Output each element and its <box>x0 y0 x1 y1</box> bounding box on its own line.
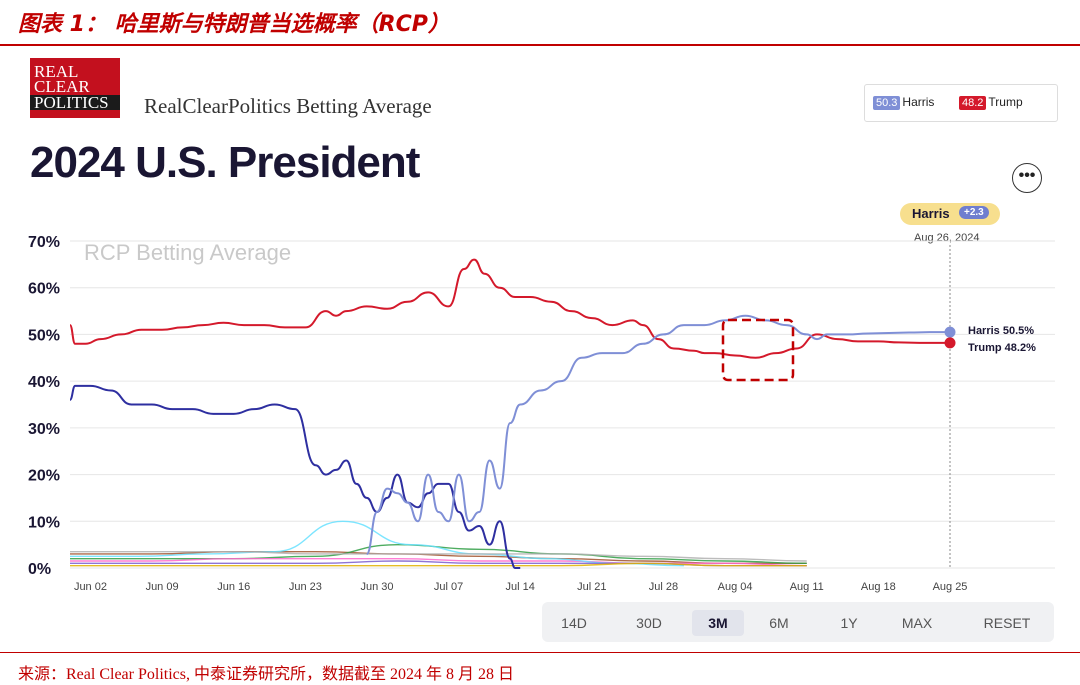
trump-end-label: Trump 48.2% <box>968 342 1036 354</box>
legend-trump[interactable]: 48.2 Trump <box>959 95 1023 110</box>
legend-trump-value: 48.2 <box>959 96 987 110</box>
legend-trump-label: Trump <box>988 95 1023 109</box>
range-button-1y[interactable]: 1Y <box>840 615 858 631</box>
x-tick-label: Jul 14 <box>506 581 535 593</box>
tooltip-diff: +2.3 <box>959 206 989 219</box>
minor-series-line <box>70 550 807 562</box>
grid-lines <box>70 240 1055 569</box>
trump-end-dot <box>944 337 956 349</box>
x-tick-label: Aug 25 <box>933 581 968 593</box>
range-button-6m[interactable]: 6M <box>769 615 789 631</box>
x-tick-label: Jun 02 <box>74 581 107 593</box>
x-tick-label: Aug 04 <box>718 581 753 593</box>
harris-end-label: Harris 50.5% <box>968 325 1034 337</box>
x-axis-ticks: Jun 02 Jun 09 Jun 16 Jun 23 Jun 30 Jul 07 Jul … <box>74 581 967 593</box>
y-tick-label: 10% <box>28 514 60 531</box>
legend-harris[interactable]: 50.3 Harris <box>873 95 934 110</box>
x-tick-label: Jun 09 <box>146 581 179 593</box>
end-markers: Harris 50.5% Trump 48.2% <box>944 325 1036 354</box>
range-button-reset[interactable]: RESET <box>983 615 1031 631</box>
range-button-14d[interactable]: 14D <box>561 615 587 631</box>
y-tick-label: 60% <box>28 281 60 298</box>
legend: 50.3 Harris 48.2 Trump <box>864 84 1058 122</box>
figure-title-bar: 图表 1： 哈里斯与特朗普当选概率（RCP） <box>0 0 1080 46</box>
y-tick-label: 40% <box>28 374 60 391</box>
range-button-30d[interactable]: 30D <box>636 615 662 631</box>
minor-series-line <box>69 562 807 567</box>
chart-watermark: RCP Betting Average <box>84 240 291 265</box>
footnote-divider <box>0 652 1080 653</box>
footnote: 来源：Real Clear Politics, 中泰证券研究所，数据截至 202… <box>18 666 514 683</box>
x-tick-label: Aug 18 <box>861 581 896 593</box>
series-lines <box>69 258 950 569</box>
highlight-box <box>721 318 795 382</box>
harris-end-dot <box>944 326 956 338</box>
legend-harris-label: Harris <box>902 95 935 109</box>
rcp-logo: REAL CLEAR POLITICS <box>30 58 120 118</box>
minor-series-line <box>70 550 807 565</box>
y-tick-label: 20% <box>28 468 60 485</box>
y-tick-label: 0% <box>28 561 51 578</box>
y-tick-label: 70% <box>28 234 60 251</box>
biden-line <box>69 384 521 569</box>
minor-candidate-lines <box>69 520 807 567</box>
x-tick-label: Jun 30 <box>360 581 393 593</box>
trump-line <box>69 258 950 359</box>
tooltip-badge: Harris +2.3 <box>900 203 1000 225</box>
range-button-bar: 14D 30D 3M 6M 1Y MAX RESET <box>542 602 1054 642</box>
x-tick-label: Jun 23 <box>289 581 322 593</box>
tooltip-name: Harris <box>912 206 950 221</box>
logo-line-1: REAL <box>34 62 79 81</box>
y-axis-ticks: 0% 10% 20% 30% 40% 50% 60% 70% <box>28 234 60 578</box>
x-tick-label: Jul 28 <box>649 581 678 593</box>
logo-line-3: POLITICS <box>30 94 120 111</box>
x-tick-label: Jul 21 <box>577 581 606 593</box>
legend-harris-value: 50.3 <box>873 96 901 110</box>
source-name: RealClearPolitics Betting Average <box>144 94 432 118</box>
x-tick-label: Jul 07 <box>434 581 463 593</box>
x-tick-label: Aug 11 <box>790 581 824 593</box>
x-tick-label: Jun 16 <box>217 581 250 593</box>
chart-area[interactable]: RCP Betting Average 0% 10% 20% 30% 40% 50% 60%… <box>0 0 1080 600</box>
minor-series-line <box>69 557 807 567</box>
y-tick-label: 50% <box>28 327 60 344</box>
range-button-3m[interactable]: 3M <box>692 610 744 636</box>
figure-title: 图表 1： 哈里斯与特朗普当选概率（RCP） <box>18 12 450 37</box>
logo-line-2: CLEAR <box>34 77 90 96</box>
harris-line <box>365 314 950 555</box>
y-tick-label: 30% <box>28 421 60 438</box>
range-button-max[interactable]: MAX <box>901 615 933 631</box>
more-options-button[interactable]: ••• <box>1012 163 1042 193</box>
page-title: 2024 U.S. President <box>30 138 420 187</box>
minor-series-line <box>70 520 684 567</box>
